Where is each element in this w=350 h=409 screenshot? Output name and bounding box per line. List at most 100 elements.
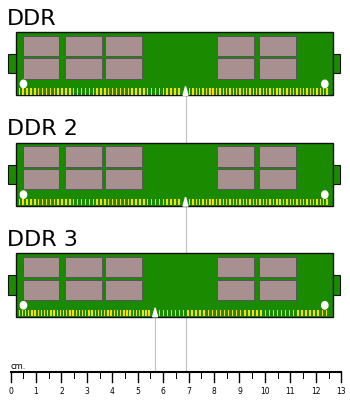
Bar (82, 310, 83, 316)
Bar (219, 199, 220, 206)
Bar (187, 310, 189, 316)
Polygon shape (153, 308, 158, 317)
Bar (179, 310, 180, 316)
Bar (189, 199, 190, 206)
Bar (147, 199, 148, 206)
Bar (323, 199, 324, 206)
Bar (216, 310, 217, 316)
Bar (123, 310, 125, 316)
Bar (332, 55, 340, 74)
Bar (124, 89, 125, 95)
Bar (296, 89, 297, 95)
Bar (286, 199, 288, 206)
Bar (306, 89, 308, 95)
Bar (162, 199, 164, 206)
Bar (85, 89, 86, 95)
Bar (41, 310, 42, 316)
Bar (66, 310, 68, 316)
Bar (209, 199, 210, 206)
Bar (159, 310, 160, 316)
Bar (77, 199, 78, 206)
Bar (170, 199, 172, 206)
Bar (135, 89, 137, 95)
Bar (203, 310, 205, 316)
Bar (259, 36, 296, 57)
Bar (273, 199, 274, 206)
Bar (289, 89, 291, 95)
Bar (300, 89, 301, 95)
Bar (26, 89, 28, 95)
Bar (236, 310, 237, 316)
Bar (79, 310, 80, 316)
Text: 6: 6 (161, 386, 166, 395)
Bar (65, 280, 102, 300)
Text: 9: 9 (237, 386, 242, 395)
Bar (178, 89, 180, 95)
Bar (25, 310, 26, 316)
Bar (139, 89, 141, 95)
Bar (46, 199, 47, 206)
Bar (54, 310, 55, 316)
Bar (57, 89, 59, 95)
Bar (305, 310, 307, 316)
Bar (257, 310, 258, 316)
Bar (65, 147, 102, 167)
Text: 8: 8 (212, 386, 216, 395)
Bar (139, 199, 141, 206)
Bar (120, 310, 121, 316)
Bar (316, 199, 318, 206)
Bar (263, 89, 264, 95)
Bar (202, 89, 204, 95)
Bar (105, 59, 142, 79)
Bar (104, 89, 106, 95)
Bar (212, 199, 214, 206)
Bar (276, 89, 278, 95)
Bar (240, 310, 241, 316)
Bar (320, 89, 321, 95)
Bar (81, 199, 82, 206)
Bar (296, 199, 297, 206)
Bar (252, 310, 254, 316)
Bar (303, 199, 304, 206)
Bar (313, 199, 314, 206)
Bar (249, 199, 251, 206)
Bar (23, 280, 60, 300)
Bar (16, 143, 332, 207)
Bar (273, 310, 274, 316)
Bar (249, 89, 251, 95)
Circle shape (322, 302, 328, 309)
Bar (265, 310, 266, 316)
Bar (323, 89, 324, 95)
Bar (114, 310, 115, 316)
Bar (8, 165, 16, 184)
Bar (224, 310, 225, 316)
Bar (162, 89, 164, 95)
Bar (263, 199, 264, 206)
Text: DDR: DDR (7, 9, 57, 29)
Bar (69, 199, 71, 206)
Bar (220, 310, 221, 316)
Bar (253, 89, 254, 95)
Bar (301, 310, 303, 316)
Bar (105, 147, 142, 167)
Bar (96, 89, 98, 95)
Bar (283, 199, 284, 206)
Text: 12: 12 (311, 386, 321, 395)
Bar (212, 89, 214, 95)
Bar (326, 199, 328, 206)
Bar (34, 199, 35, 206)
Bar (23, 257, 60, 278)
Bar (22, 199, 24, 206)
Bar (167, 89, 168, 95)
Bar (178, 199, 180, 206)
Bar (61, 89, 63, 95)
Bar (116, 199, 117, 206)
Bar (111, 310, 112, 316)
Bar (293, 89, 294, 95)
Bar (211, 310, 213, 316)
Bar (206, 199, 207, 206)
Bar (72, 310, 74, 316)
Bar (139, 310, 140, 316)
Bar (199, 89, 201, 95)
Bar (37, 310, 39, 316)
